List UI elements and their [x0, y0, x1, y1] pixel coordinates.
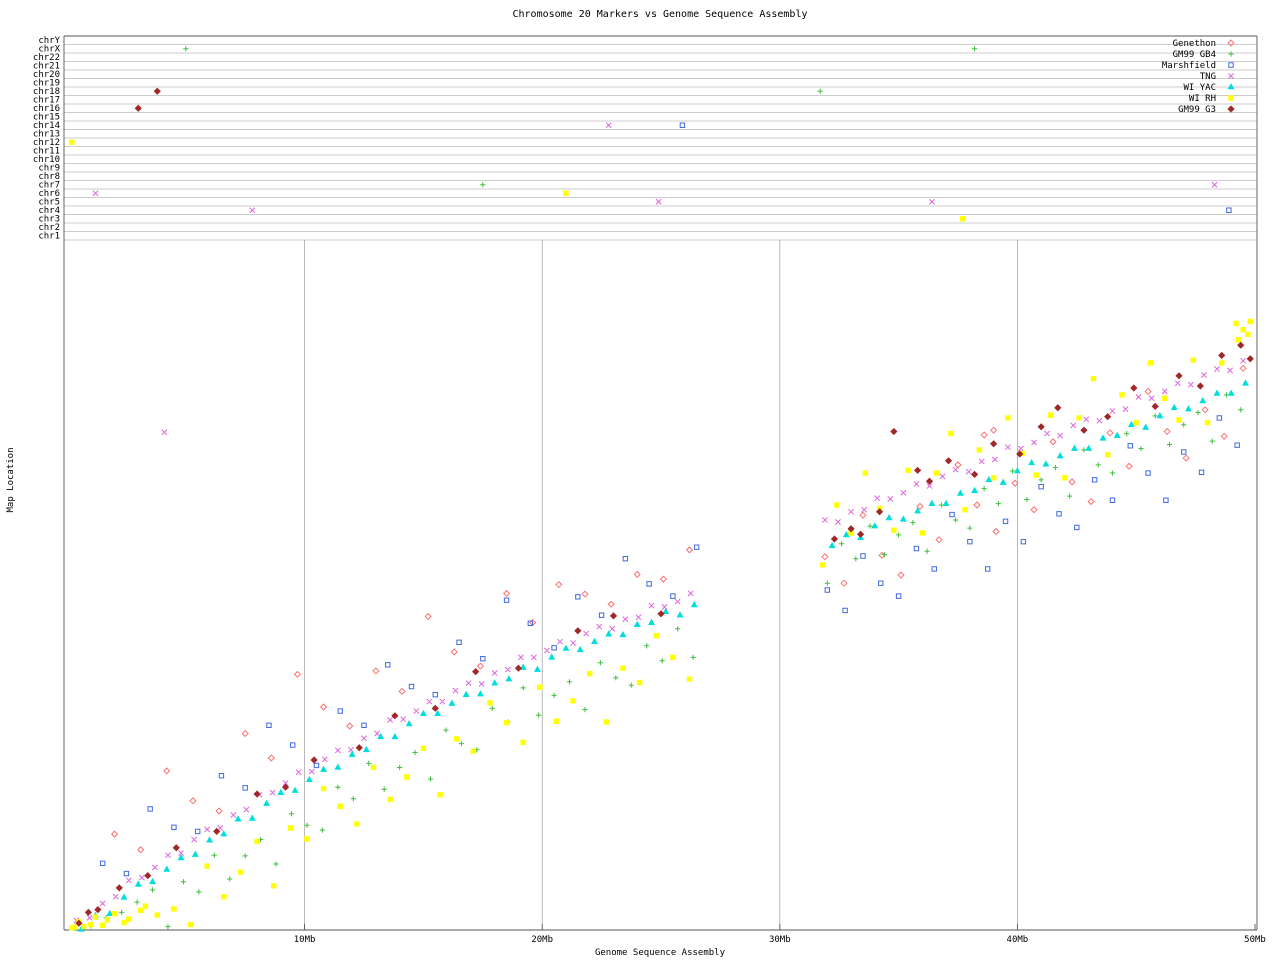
legend-entry-wi-rh: WI RH [1189, 94, 1234, 104]
legend-label-wi-rh: WI RH [1189, 94, 1216, 104]
legend-label-marshfield: Marshfield [1162, 61, 1216, 71]
chrom-label-chr10: chr10 [33, 155, 60, 165]
band-marker-chr4-marshfield [1226, 207, 1232, 213]
chrom-label-chr19: chr19 [33, 79, 60, 89]
legend-entry-wi-yac: WI YAC [1183, 83, 1235, 93]
data-points [69, 318, 1254, 932]
x-tick-label: 50Mb [1244, 935, 1266, 945]
chart-title: Chromosome 20 Markers vs Genome Sequence… [512, 9, 807, 20]
chrom-label-chr20: chr20 [33, 70, 60, 80]
chrom-label-chr6: chr6 [38, 189, 60, 199]
chrom-label-chr1: chr1 [38, 232, 60, 242]
chrom-label-chr11: chr11 [33, 147, 60, 157]
chromosome-band: chrYchrXchr22chr21chr20chr19chr18chr17ch… [33, 35, 1257, 242]
legend-entry-gm99-g3: GM99 G3 [1178, 105, 1235, 115]
band-marker-chr7-gm99-gb4 [480, 182, 486, 188]
legend-marker-gm99-g3 [1227, 105, 1235, 113]
plot-border: 10Mb 20Mb 30Mb 40Mb 50Mb [63, 35, 1266, 945]
band-marker-chr6-wi-rh [563, 190, 569, 196]
chrom-label-chr4: chr4 [38, 206, 60, 216]
legend-marker-wi-rh [1228, 95, 1234, 101]
chrom-label-chr14: chr14 [33, 121, 60, 131]
band-marker-chr14-tng [605, 122, 612, 129]
band-marker-chr16-gm99-g3 [134, 104, 142, 112]
legend-marker-marshfield [1228, 62, 1234, 68]
chrom-label-chr17: chr17 [33, 96, 60, 106]
chrom-label-chr2: chr2 [38, 223, 60, 233]
band-marker-chrx-gm99-gb4 [183, 46, 189, 52]
chrom-label-chr12: chr12 [33, 138, 60, 148]
chrom-label-chr22: chr22 [33, 53, 60, 63]
series-tng-points [73, 357, 1247, 924]
legend-entry-genethon: Genethon [1173, 39, 1235, 49]
band-marker-chr18-gm99-gb4 [817, 88, 823, 94]
legend-label-tng: TNG [1200, 72, 1216, 82]
series-marshfield-points [99, 415, 1240, 877]
legend-marker-wi-yac [1227, 83, 1235, 90]
legend-entry-tng: TNG [1200, 72, 1234, 82]
chrom-label-chr13: chr13 [33, 130, 60, 140]
chrom-label-chr16: chr16 [33, 104, 60, 114]
x-tick-label: 20Mb [531, 935, 553, 945]
series-genethon-points [110, 364, 1247, 854]
legend-marker-gm99-gb4 [1228, 51, 1234, 57]
legend-marker-genethon [1227, 39, 1235, 47]
x-tick-label: 40Mb [1007, 935, 1029, 945]
chrom-label-chry: chrY [38, 36, 60, 46]
x-tick-label: 10Mb [294, 935, 316, 945]
other-chromosome-markers [69, 46, 1232, 222]
legend-label-gm99-g3: GM99 G3 [1178, 105, 1216, 115]
chrom-label-chr9: chr9 [38, 164, 60, 174]
legend-entry-gm99-gb4: GM99 GB4 [1173, 50, 1234, 60]
band-marker-chr7-tng [1211, 181, 1218, 188]
band-marker-chrx-gm99-gb4 [972, 46, 978, 52]
legend-label-wi-yac: WI YAC [1183, 83, 1216, 93]
chrom-label-chr3: chr3 [38, 215, 60, 225]
series-gm99-g3-points [75, 341, 1254, 927]
legend-label-gm99-gb4: GM99 GB4 [1173, 50, 1216, 60]
series-wi-rh-points [69, 318, 1253, 931]
y-axis-label: Map Location [6, 447, 16, 512]
band-marker-chr14-marshfield [679, 122, 686, 128]
band-marker-chr3-wi-rh [960, 216, 966, 222]
band-marker-chr12-wi-rh [69, 139, 75, 145]
chrom-label-chr18: chr18 [33, 87, 60, 97]
band-marker-chr18-gm99-g3 [153, 87, 161, 95]
band-marker-chr6-tng [92, 190, 99, 197]
band-marker-chr5-tng [928, 198, 935, 205]
x-tick-label: 30Mb [769, 935, 791, 945]
band-marker-chr4-tng [249, 207, 256, 214]
gridlines [304, 240, 1018, 930]
band-marker-chr5-tng [655, 198, 662, 205]
series-gm99-gb4-points [88, 392, 1244, 930]
series-wi-yac-points [77, 379, 1249, 932]
legend-label-genethon: Genethon [1173, 39, 1216, 49]
chrom-label-chrx: chrX [38, 45, 60, 55]
chrom-label-chr5: chr5 [38, 198, 60, 208]
chrom-label-chr7: chr7 [38, 181, 60, 191]
legend-entry-marshfield: Marshfield [1162, 61, 1234, 71]
x-axis-label: Genome Sequence Assembly [595, 948, 726, 958]
chrom-label-chr21: chr21 [33, 62, 60, 72]
chrom-label-chr15: chr15 [33, 113, 60, 123]
legend-marker-tng [1228, 73, 1234, 79]
chrom-label-chr8: chr8 [38, 172, 60, 182]
